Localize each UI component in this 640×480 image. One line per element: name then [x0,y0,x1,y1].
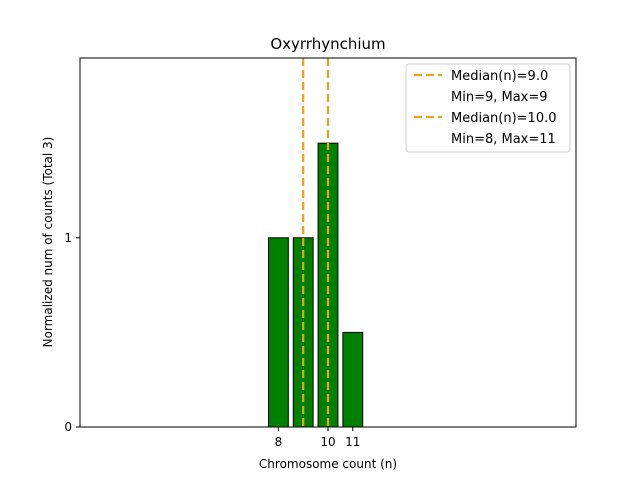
bar-11 [342,331,364,428]
median-lines-layer [302,58,330,427]
chart-title: Oxyrrhynchium [270,35,385,53]
legend-label-0: Median(n)=9.0 [451,69,548,84]
bar-8 [267,237,289,428]
bars-layer [80,142,390,428]
x-tick-label-8: 8 [275,435,283,449]
legend: Median(n)=9.0 Min=9, Max=9 Median(n)=10.0 M… [405,63,571,153]
y-tick-label-0: 0 [64,420,72,434]
y-tick-label-1: 1 [64,231,72,245]
x-tick-label-11: 11 [345,435,360,449]
legend-sublabel-1: Min=8, Max=11 [451,132,556,147]
x-axis-label: Chromosome count (n) [259,457,397,471]
x-axis-ticks: 8 10 11 [275,427,360,449]
y-axis-ticks: 01 [64,231,80,434]
legend-label-1: Median(n)=10.0 [451,111,557,126]
x-tick-label-10: 10 [320,435,335,449]
legend-box [405,63,571,153]
y-axis-label: Normalized num of counts (Total 3) [41,137,55,348]
legend-sublabel-0: Min=9, Max=9 [451,90,548,105]
